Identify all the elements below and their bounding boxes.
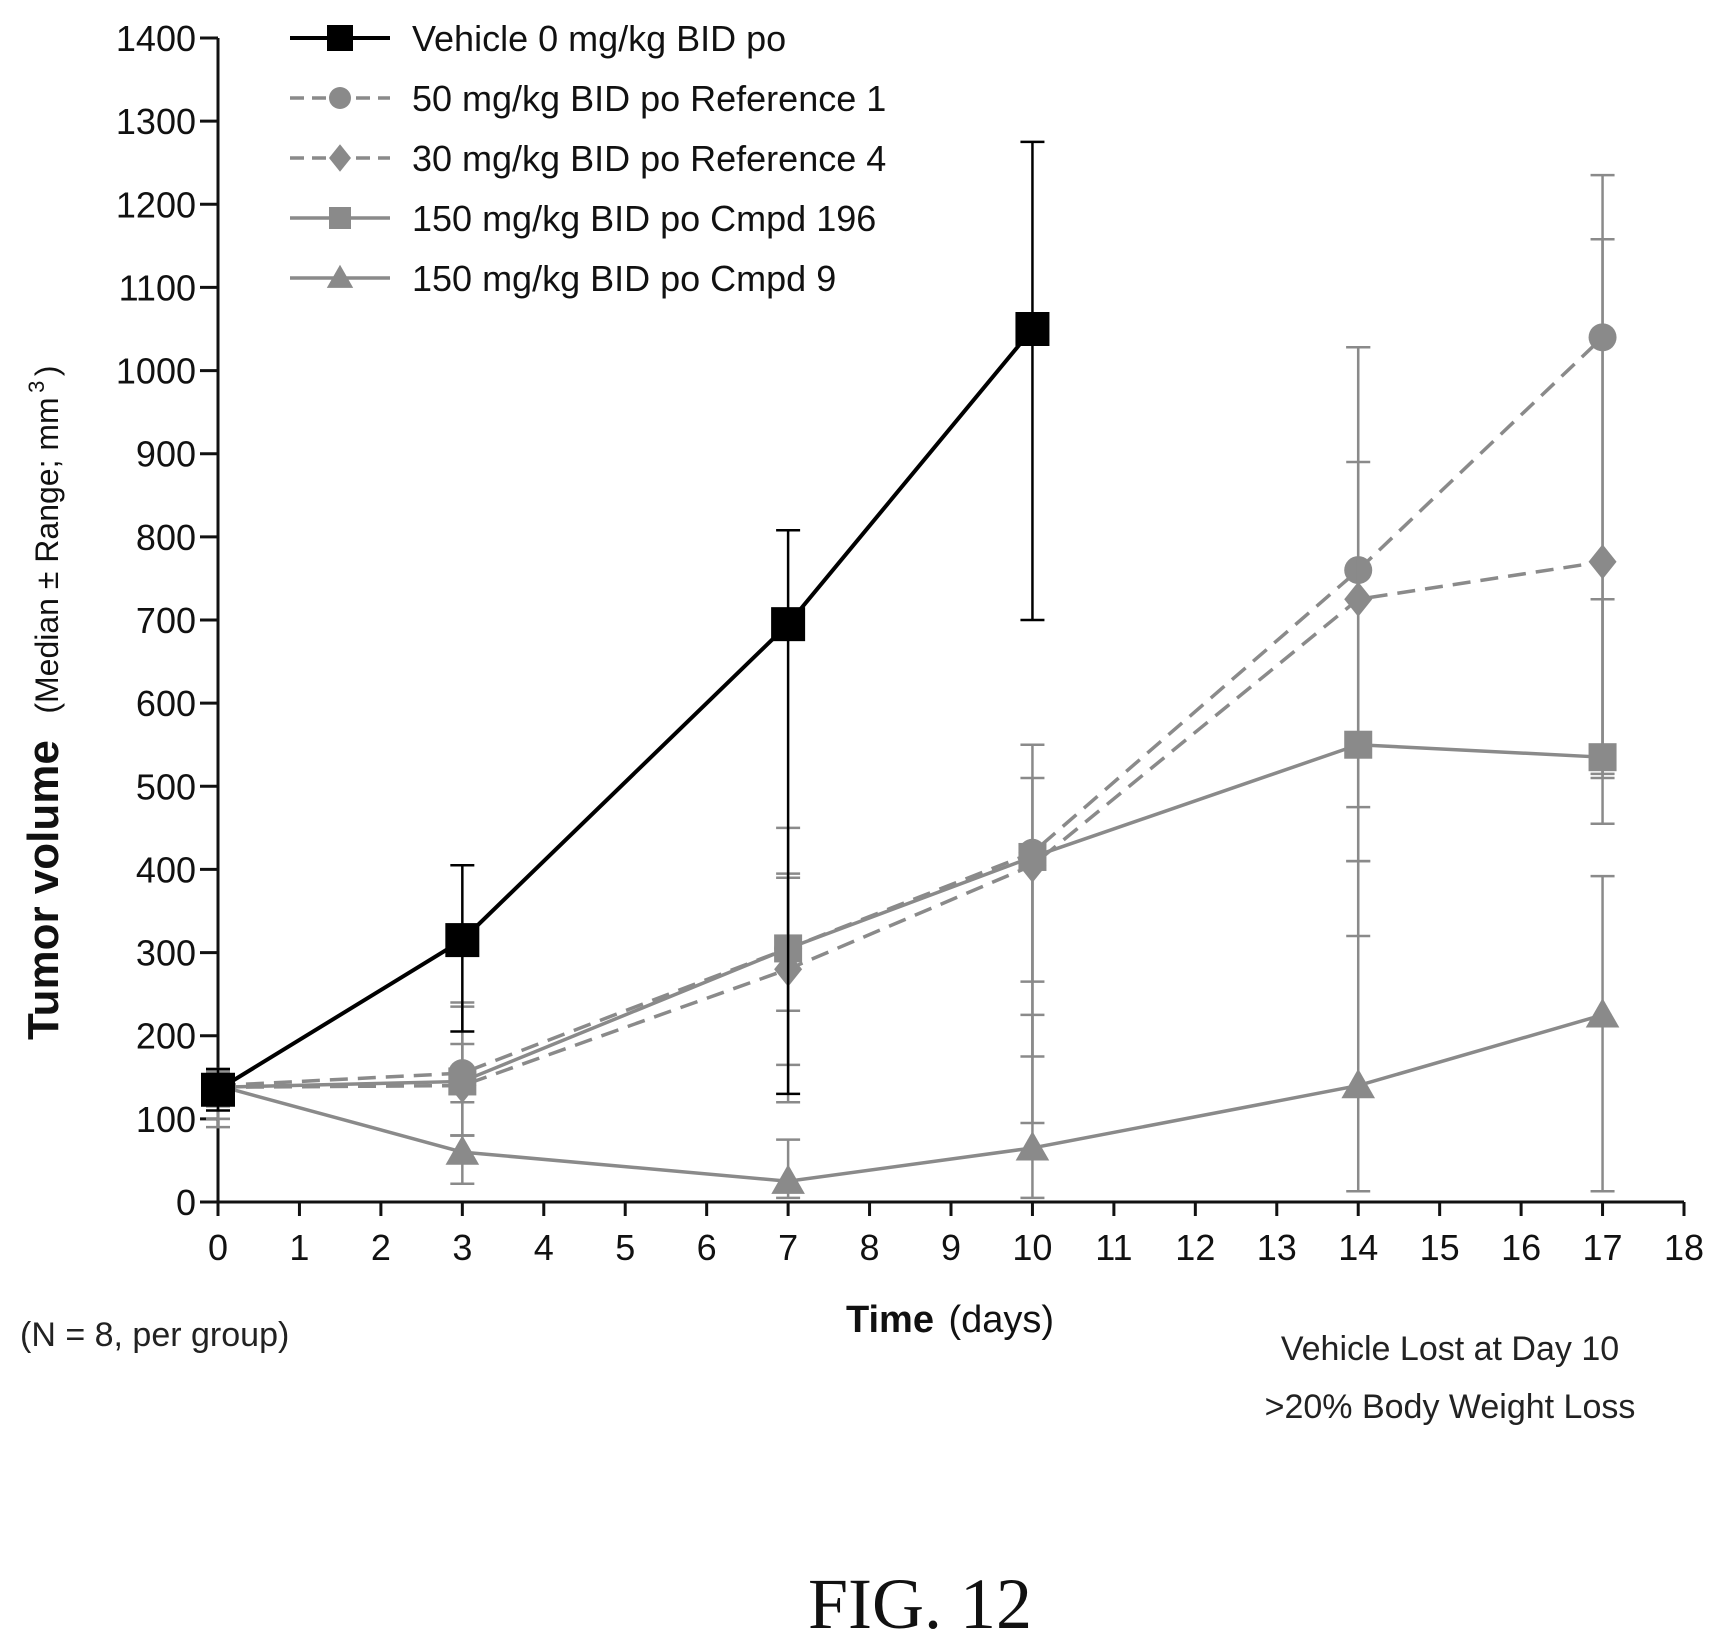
y-tick-label: 700 [136, 600, 196, 641]
data-point-square [327, 25, 353, 51]
series-2 [204, 237, 1617, 1137]
x-axis-label-unit: (days) [948, 1299, 1054, 1341]
y-tick-label: 800 [136, 517, 196, 558]
x-tick-label: 5 [615, 1227, 635, 1268]
x-tick-label: 10 [1012, 1227, 1052, 1268]
y-tick-label: 300 [136, 933, 196, 974]
series-line [216, 327, 1034, 1092]
legend-label: 150 mg/kg BID po Cmpd 9 [412, 258, 836, 299]
legend-item-2: 30 mg/kg BID po Reference 4 [290, 138, 886, 179]
data-point-square [1018, 842, 1047, 871]
data-point-square [1344, 730, 1373, 759]
data-point-triangle [1585, 998, 1620, 1028]
y-ticks: 0 100 200 300 400 500 600 700 800 900 1000 1100 1200… [116, 18, 218, 1223]
data-point-circle [329, 87, 351, 109]
figure-label: FIG. 12 [808, 1564, 1032, 1644]
data-point-square [445, 923, 480, 958]
x-tick-label: 4 [534, 1227, 554, 1268]
y-tick-label: 1300 [116, 101, 196, 142]
y-tick-label: 600 [136, 683, 196, 724]
y-tick-label: 500 [136, 766, 196, 807]
x-tick-label: 14 [1338, 1227, 1378, 1268]
data-point-triangle [326, 264, 354, 288]
x-tick-label: 9 [941, 1227, 961, 1268]
x-tick-label: 17 [1583, 1227, 1623, 1268]
legend-item-3: 150 mg/kg BID po Cmpd 196 [290, 198, 876, 239]
x-tick-label: 3 [452, 1227, 472, 1268]
y-tick-label: 1100 [119, 267, 196, 308]
x-tick-label: 12 [1175, 1227, 1215, 1268]
x-tick-label: 0 [208, 1227, 228, 1268]
y-tick-label: 1000 [116, 351, 196, 392]
x-tick-label: 1 [289, 1227, 309, 1268]
data-point-square [201, 1072, 235, 1107]
y-axis-label-close: ) [29, 366, 65, 377]
series-layer [201, 140, 1620, 1200]
x-axis-label: Time (days) [846, 1299, 1054, 1341]
data-point-square [448, 1067, 477, 1096]
x-tick-label: 16 [1501, 1227, 1541, 1268]
x-ticks: 0 1 2 3 4 5 6 7 8 9 10 11 12 13 14 15 16 17 18 [208, 1202, 1704, 1268]
series-4 [201, 859, 1620, 1200]
data-point-square [771, 607, 806, 642]
series-line [217, 560, 1603, 1090]
data-point-triangle [445, 1135, 480, 1165]
series-line [217, 742, 1603, 1090]
legend-label: 50 mg/kg BID po Reference 1 [412, 78, 886, 119]
legend-label: Vehicle 0 mg/kg BID po [412, 18, 786, 59]
data-point-triangle [1015, 1131, 1050, 1161]
x-axis-label-main: Time [846, 1299, 934, 1341]
data-point-triangle [1341, 1068, 1376, 1099]
series-line [217, 1013, 1604, 1183]
y-axis-label: Tumor volume (Median ± Range; mm 3 ) [19, 366, 68, 1041]
data-point-diamond [1588, 544, 1617, 580]
y-tick-label: 100 [136, 1099, 196, 1140]
series-3 [204, 346, 1617, 1137]
legend-item-4: 150 mg/kg BID po Cmpd 9 [290, 258, 836, 299]
legend-label: 30 mg/kg BID po Reference 4 [412, 138, 886, 179]
legend-label: 150 mg/kg BID po Cmpd 196 [412, 198, 876, 239]
y-axis-label-detail: (Median ± Range; mm [29, 397, 65, 713]
x-tick-label: 15 [1420, 1227, 1460, 1268]
x-tick-label: 6 [697, 1227, 717, 1268]
x-tick-label: 7 [778, 1227, 798, 1268]
series-0 [201, 140, 1050, 1112]
x-tick-label: 13 [1257, 1227, 1297, 1268]
y-tick-label: 1400 [116, 18, 196, 59]
data-point-square [1015, 312, 1050, 346]
y-tick-label: 1200 [116, 184, 196, 225]
y-axis-label-superscript: 3 [24, 381, 49, 393]
sample-size-note: (N = 8, per group) [20, 1316, 289, 1354]
vehicle-lost-note: Vehicle Lost at Day 10 [1281, 1330, 1619, 1368]
x-tick-label: 11 [1095, 1227, 1132, 1268]
series-line [217, 336, 1604, 1088]
x-tick-label: 8 [860, 1227, 880, 1268]
y-axis-label-main: Tumor volume [19, 740, 68, 1040]
y-tick-label: 0 [176, 1182, 196, 1223]
x-tick-label: 18 [1664, 1227, 1704, 1268]
legend-item-1: 50 mg/kg BID po Reference 1 [290, 78, 886, 119]
body-weight-loss-note: >20% Body Weight Loss [1265, 1388, 1636, 1426]
y-tick-label: 900 [136, 434, 196, 475]
x-tick-label: 2 [371, 1227, 391, 1268]
data-point-diamond [329, 144, 351, 172]
data-point-triangle [771, 1164, 805, 1194]
data-point-square [329, 207, 351, 229]
legend-item-0: Vehicle 0 mg/kg BID po [290, 18, 786, 59]
legend: Vehicle 0 mg/kg BID po 50 mg/kg BID po Re… [290, 18, 886, 299]
y-tick-label: 200 [136, 1016, 196, 1057]
data-point-square [1588, 743, 1617, 772]
y-tick-label: 400 [136, 849, 196, 890]
